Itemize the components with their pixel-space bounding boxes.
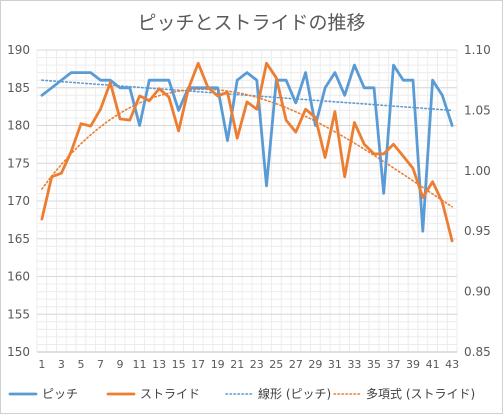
x-tick: 3 [58, 358, 65, 371]
y-tick-left: 180 [7, 119, 30, 133]
x-tick: 9 [117, 358, 124, 371]
y-tick-right: 0.95 [464, 224, 491, 238]
y-tick-right: 0.90 [464, 285, 491, 299]
series-lines [40, 61, 454, 243]
y-tick-right: 0.85 [464, 345, 491, 359]
x-tick: 35 [367, 358, 381, 371]
x-tick: 25 [269, 358, 283, 371]
chart-title: ピッチとストライドの推移 [137, 12, 366, 34]
y-tick-right: 1.00 [464, 164, 491, 178]
y-axis-left-ticks: 150 155 160 165 170 175 180 185 190 [7, 43, 30, 359]
y-tick-right: 1.10 [464, 43, 491, 57]
y-tick-left: 155 [7, 307, 30, 321]
y-tick-left: 170 [7, 194, 30, 208]
x-tick: 27 [289, 358, 303, 371]
y-tick-left: 175 [7, 156, 30, 170]
x-tick: 43 [445, 358, 459, 371]
trendline-stride [41, 88, 453, 208]
x-tick: 41 [426, 358, 440, 371]
y-tick-left: 185 [7, 81, 30, 95]
y-axis-right-ticks: 0.85 0.90 0.95 1.00 1.05 1.10 [464, 43, 491, 359]
y-tick-left: 160 [7, 270, 30, 284]
x-tick: 23 [250, 358, 264, 371]
legend-trend-pitch-label: 線形 (ピッチ) [258, 386, 331, 401]
y-tick-left: 150 [7, 345, 30, 359]
x-tick: 15 [172, 358, 186, 371]
legend: ピッチ ストライド 線形 (ピッチ) 多項式 (ストライド) [8, 386, 475, 401]
x-tick: 1 [38, 358, 45, 371]
x-tick: 13 [152, 358, 166, 371]
x-axis-ticks: 1 3 5 7 9 11 13 15 17 19 21 23 25 27 29 31 33 35 37 39 41 43 [38, 358, 459, 371]
x-tick: 29 [308, 358, 322, 371]
legend-stride-label: ストライド [140, 387, 200, 401]
x-tick: 17 [191, 358, 205, 371]
x-tick: 5 [77, 358, 84, 371]
legend-trend-stride-label: 多項式 (ストライド) [366, 387, 475, 401]
y-tick-left: 190 [7, 43, 30, 57]
x-tick: 39 [406, 358, 420, 371]
x-tick: 33 [347, 358, 361, 371]
x-tick: 21 [230, 358, 244, 371]
x-tick: 37 [387, 358, 401, 371]
x-tick: 11 [133, 358, 147, 371]
x-tick: 7 [97, 358, 104, 371]
y-tick-left: 165 [7, 232, 30, 246]
x-tick: 19 [211, 358, 225, 371]
y-tick-right: 1.05 [464, 103, 491, 117]
legend-pitch-label: ピッチ [42, 387, 78, 401]
x-tick: 31 [328, 358, 342, 371]
